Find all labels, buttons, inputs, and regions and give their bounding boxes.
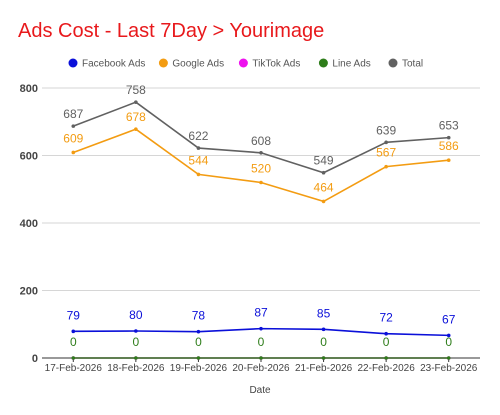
point-facebook-ads: [446, 333, 451, 338]
point-google-ads: [321, 199, 326, 204]
y-tick-label: 0: [32, 353, 38, 365]
y-axis: 0 200 400 600 800: [20, 83, 38, 365]
data-label-google-ads: 609: [63, 131, 83, 145]
point-line-ads: [71, 356, 76, 360]
legend: Facebook Ads Google Ads TikTok Ads Line Ads…: [68, 58, 423, 70]
legend-label-facebook-ads: Facebook Ads: [82, 59, 145, 70]
data-label-line-ads: 0: [445, 335, 452, 349]
data-label-google-ads: 586: [439, 139, 459, 153]
data-label-google-ads: 567: [376, 146, 396, 160]
point-facebook-ads: [384, 331, 388, 336]
data-label-facebook-ads: 85: [317, 306, 331, 320]
point-total: [321, 170, 326, 175]
legend-label-line-ads: Line Ads: [332, 59, 370, 70]
point-line-ads: [384, 356, 388, 360]
x-tick-label: 23-Feb-2026: [420, 363, 478, 374]
data-label-facebook-ads: 72: [379, 311, 393, 325]
point-google-ads: [446, 158, 451, 163]
point-line-ads: [446, 356, 451, 360]
point-line-ads: [259, 356, 263, 360]
point-line-ads: [134, 356, 138, 360]
data-label-line-ads: 0: [133, 335, 140, 349]
data-label-total: 653: [439, 119, 459, 133]
data-label-line-ads: 0: [320, 335, 327, 349]
data-label-total: 608: [251, 134, 271, 148]
data-label-google-ads: 678: [126, 110, 146, 124]
y-tick-label: 200: [20, 286, 38, 298]
point-google-ads: [71, 150, 76, 155]
data-label-total: 549: [314, 154, 334, 168]
data-label-line-ads: 0: [195, 335, 202, 349]
point-facebook-ads: [134, 329, 138, 333]
point-line-ads: [196, 356, 201, 360]
legend-label-total: Total: [402, 59, 423, 70]
legend-marker-line-ads: [318, 58, 328, 68]
point-total: [134, 100, 138, 104]
point-google-ads: [259, 180, 263, 185]
data-label-facebook-ads: 87: [254, 306, 268, 320]
point-facebook-ads: [196, 329, 201, 334]
legend-marker-google-ads: [158, 58, 168, 68]
x-axis: 17-Feb-2026 18-Feb-2026 19-Feb-2026 20-Feb-…: [45, 358, 478, 374]
x-axis-title: Date: [249, 385, 271, 396]
legend-marker-facebook-ads: [68, 58, 78, 68]
point-google-ads: [384, 164, 388, 169]
y-tick-label: 800: [20, 83, 38, 95]
data-label-facebook-ads: 78: [192, 309, 206, 323]
data-label-total: 687: [63, 107, 83, 121]
point-line-ads: [321, 356, 326, 360]
data-label-line-ads: 0: [258, 335, 265, 349]
data-label-google-ads: 520: [251, 162, 271, 176]
point-total: [259, 151, 263, 155]
point-total: [71, 124, 76, 128]
point-total: [196, 146, 201, 150]
point-total: [446, 135, 451, 140]
data-labels: 79 80 78 87 85 72 67 609 678 544 520 464 567 586 0 0 0 0 0…: [63, 83, 459, 349]
data-label-total: 758: [126, 83, 146, 97]
data-label-google-ads: 464: [314, 180, 334, 194]
point-total: [384, 140, 388, 145]
point-facebook-ads: [321, 327, 326, 332]
data-label-total: 622: [188, 129, 208, 143]
data-label-line-ads: 0: [383, 335, 390, 349]
y-tick-label: 600: [20, 151, 38, 163]
legend-label-tiktok-ads: TikTok Ads: [252, 59, 300, 70]
x-tick-label: 20-Feb-2026: [232, 363, 290, 374]
point-facebook-ads: [259, 326, 263, 331]
point-google-ads: [196, 172, 201, 177]
y-tick-label: 400: [20, 218, 38, 230]
data-label-total: 639: [376, 123, 396, 137]
x-tick-label: 21-Feb-2026: [295, 363, 353, 374]
data-label-facebook-ads: 80: [129, 308, 143, 322]
x-tick-label: 17-Feb-2026: [45, 363, 103, 374]
point-google-ads: [134, 127, 138, 131]
data-label-line-ads: 0: [70, 335, 77, 349]
x-tick-label: 19-Feb-2026: [170, 363, 228, 374]
chart-title: Ads Cost - Last 7Day > Yourimage: [18, 20, 325, 42]
x-tick-label: 22-Feb-2026: [358, 363, 416, 374]
point-facebook-ads: [71, 329, 76, 334]
series-layer: [71, 100, 451, 360]
data-label-facebook-ads: 79: [67, 308, 81, 322]
data-label-facebook-ads: 67: [442, 312, 456, 326]
x-tick-label: 18-Feb-2026: [107, 363, 165, 374]
legend-label-google-ads: Google Ads: [172, 59, 224, 70]
legend-marker-tiktok-ads: [238, 58, 248, 68]
legend-marker-total: [388, 58, 398, 68]
data-label-google-ads: 544: [188, 153, 208, 167]
